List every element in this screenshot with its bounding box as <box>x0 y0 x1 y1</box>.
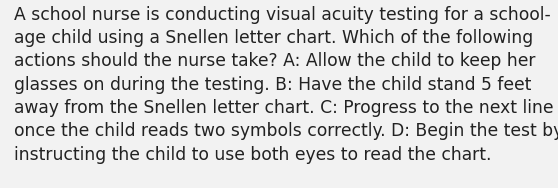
Text: A school nurse is conducting visual acuity testing for a school-
age child using: A school nurse is conducting visual acui… <box>14 6 558 164</box>
